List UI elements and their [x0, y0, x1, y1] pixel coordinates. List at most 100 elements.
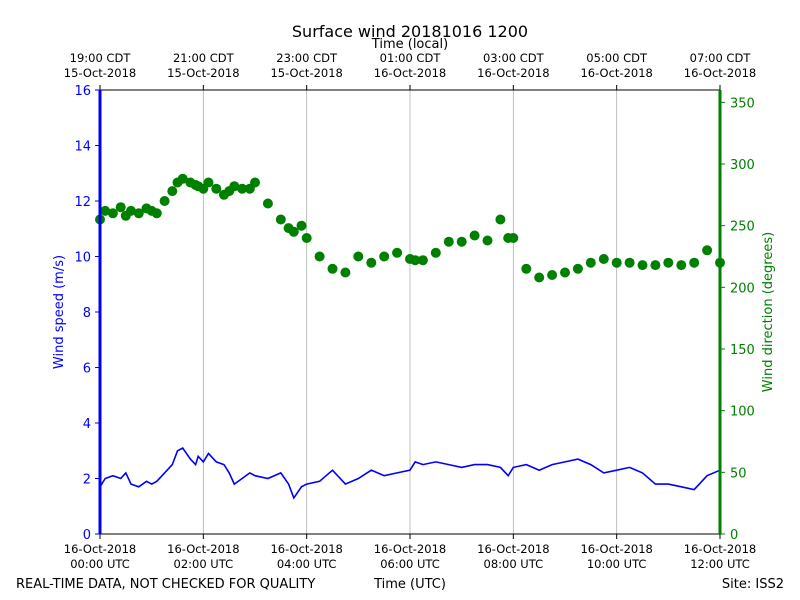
wind-direction-point [203, 177, 214, 188]
right-tick-label: 250 [730, 220, 755, 235]
top-tick-time: 01:00 CDT [380, 51, 442, 65]
wind-direction-point [275, 214, 286, 225]
wind-direction-point [560, 267, 570, 278]
wind-direction-point [534, 272, 545, 283]
right-tick-label: 50 [730, 466, 747, 481]
wind-direction-point [637, 260, 648, 271]
top-tick-time: 07:00 CDT [690, 51, 752, 65]
wind-direction-point [482, 235, 493, 246]
tick-layer: 0 2 4 6 8 10 12 14 16 0 50 100 150 200 250 300 350 16-Oct… [64, 51, 756, 571]
quality-note: REAL-TIME DATA, NOT CHECKED FOR QUALITY [16, 577, 315, 592]
left-tick-label: 10 [74, 251, 91, 266]
wind-direction-point [301, 233, 312, 243]
bottom-tick-date: 16-Oct-2018 [477, 542, 549, 556]
top-tick-date: 16-Oct-2018 [580, 66, 652, 80]
wind-direction-point [443, 236, 454, 247]
wind-direction-point [340, 267, 351, 278]
wind-direction-point [676, 260, 687, 271]
bottom-tick-time: 06:00 UTC [380, 557, 440, 571]
wind-direction-point [456, 236, 467, 247]
bottom-tick-date: 16-Oct-2018 [580, 542, 652, 556]
wind-direction-point [177, 173, 188, 184]
bottom-tick-date: 16-Oct-2018 [684, 542, 756, 556]
wind-direction-point [379, 251, 390, 262]
bottom-tick-time: 02:00 UTC [174, 557, 234, 571]
top-tick-date: 16-Oct-2018 [477, 66, 549, 80]
wind-direction-point [572, 263, 583, 274]
bottom-tick-time: 12:00 UTC [690, 557, 750, 571]
wind-direction-point [410, 255, 421, 266]
wind-direction-point [392, 247, 403, 258]
wind-direction-point [689, 257, 700, 268]
bottom-tick-date: 16-Oct-2018 [270, 542, 342, 556]
right-axis-label: Wind direction (degrees) [761, 232, 776, 392]
wind-direction-point [288, 226, 299, 237]
bottom-tick-time: 04:00 UTC [277, 557, 337, 571]
top-tick-date: 16-Oct-2018 [374, 66, 446, 80]
top-tick-time: 03:00 CDT [483, 51, 545, 65]
wind-direction-point [366, 257, 377, 268]
top-tick-date: 15-Oct-2018 [270, 66, 342, 80]
right-tick-label: 350 [730, 96, 755, 111]
wind-direction-point [585, 257, 596, 268]
wind-direction-point [417, 255, 428, 266]
top-tick-time: 05:00 CDT [586, 51, 648, 65]
wind-direction-point [650, 260, 661, 271]
bottom-tick-time: 08:00 UTC [484, 557, 544, 571]
wind-direction-point [262, 198, 273, 209]
wind-direction-point [151, 208, 162, 219]
wind-speed-line [99, 446, 721, 500]
top-tick-date: 15-Oct-2018 [167, 66, 239, 80]
site-label: Site: ISS2 [722, 577, 784, 592]
wind-direction-point [237, 183, 248, 194]
left-tick-label: 6 [83, 362, 91, 377]
wind-direction-point [296, 220, 307, 231]
wind-direction-point [107, 208, 118, 219]
top-tick-time: 21:00 CDT [173, 51, 235, 65]
left-tick-label: 14 [74, 140, 91, 155]
left-tick-label: 16 [74, 84, 91, 99]
wind-direction-point [702, 245, 713, 256]
bottom-tick-date: 16-Oct-2018 [167, 542, 239, 556]
wind-direction-point [521, 263, 532, 274]
wind-direction-point [126, 205, 136, 216]
series-layer [95, 173, 725, 500]
right-tick-label: 200 [730, 281, 755, 296]
wind-direction-point [430, 247, 441, 258]
bottom-tick-date: 16-Oct-2018 [64, 542, 136, 556]
wind-direction-point [115, 202, 126, 213]
left-tick-label: 2 [83, 473, 91, 488]
bottom-tick-time: 00:00 UTC [70, 557, 130, 571]
chart-title: Surface wind 20181016 1200 [292, 22, 528, 41]
top-tick-date: 16-Oct-2018 [684, 66, 756, 80]
right-tick-label: 300 [730, 158, 755, 173]
wind-direction-point [167, 186, 178, 197]
x-axis-label: Time (UTC) [373, 577, 446, 592]
wind-direction-point [327, 263, 338, 274]
bottom-tick-time: 10:00 UTC [587, 557, 647, 571]
left-tick-label: 4 [83, 417, 91, 432]
right-tick-label: 0 [730, 528, 738, 543]
left-tick-label: 12 [74, 195, 91, 210]
wind-direction-point [624, 257, 635, 268]
wind-direction-point [100, 205, 111, 216]
wind-direction-point [211, 183, 222, 194]
left-tick-label: 8 [83, 306, 91, 321]
wind-direction-point [663, 257, 674, 268]
wind-direction-point [508, 233, 519, 243]
wind-direction-point [229, 181, 240, 192]
wind-direction-point [353, 251, 364, 262]
wind-direction-point [314, 251, 325, 262]
wind-direction-point [159, 196, 170, 206]
wind-direction-point [133, 208, 144, 219]
wind-direction-point [598, 254, 609, 264]
top-tick-date: 15-Oct-2018 [64, 66, 136, 80]
wind-direction-point [495, 214, 506, 225]
wind-direction-point [547, 270, 558, 280]
right-tick-label: 100 [730, 405, 755, 420]
left-tick-label: 0 [83, 528, 91, 543]
left-axis-label: Wind speed (m/s) [52, 255, 67, 369]
top-axis-label: Time (local) [371, 37, 448, 52]
top-tick-time: 19:00 CDT [70, 51, 132, 65]
